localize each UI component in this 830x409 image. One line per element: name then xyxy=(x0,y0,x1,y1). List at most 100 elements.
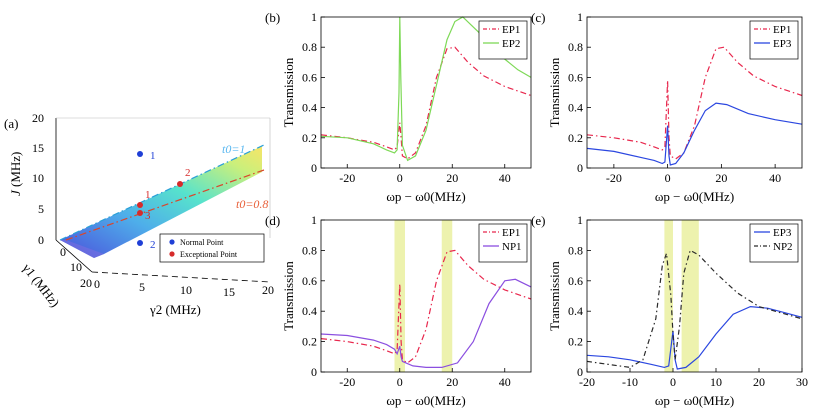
highlight-band xyxy=(664,220,673,372)
x-tick-label: 20 xyxy=(446,375,458,389)
y-tick-label: 0.6 xyxy=(568,70,583,84)
z-tick-label: 15 xyxy=(32,141,44,155)
gamma1-tick-label: 0 xyxy=(60,245,66,259)
y-tick-label: 0.8 xyxy=(568,40,583,54)
y-tick-label: 0.2 xyxy=(302,131,317,145)
x-tick-label: 40 xyxy=(769,171,781,185)
normal-point-1 xyxy=(137,151,143,157)
z-label-unit: (MHz) xyxy=(8,152,23,187)
gamma2-axis-label: γ2 (MHz) xyxy=(149,302,201,317)
z-tick-label: 0 xyxy=(38,233,44,247)
x-tick-label: -20 xyxy=(339,375,355,389)
legend-label: EP3 xyxy=(773,38,792,50)
gamma2-tick-label: 20 xyxy=(262,283,274,297)
y-tick-label: 1 xyxy=(311,213,317,227)
exceptional-point-1-label: 1 xyxy=(145,189,151,201)
plot-frame xyxy=(586,219,803,373)
y-tick-label: 0.8 xyxy=(302,40,317,54)
x-tick-label: 10 xyxy=(710,375,722,389)
exceptional-point-3-label: 3 xyxy=(145,210,151,222)
x-axis-label: ωp − ω0(MHz) xyxy=(386,189,465,204)
legend-normal-label: Normal Point xyxy=(180,238,224,247)
z-tick-label: 20 xyxy=(32,111,44,125)
gamma2-tick-label: 0 xyxy=(94,277,100,291)
y-tick-label: 0.4 xyxy=(568,304,583,318)
legend-normal-marker xyxy=(169,239,175,245)
y-axis-label: Transmission xyxy=(547,261,562,331)
legend-label: EP1 xyxy=(502,227,520,239)
y-tick-label: 0.6 xyxy=(302,70,317,84)
legend-frame xyxy=(749,223,799,263)
y-tick-label: 1 xyxy=(577,10,583,24)
curve-t0-0.8 xyxy=(65,169,265,241)
gamma1-axis-label: γ1 (MHz) xyxy=(19,260,63,310)
plot-frame xyxy=(586,16,803,169)
x-tick-label: 0 xyxy=(397,171,403,185)
legend-label: EP2 xyxy=(502,38,520,50)
panel-b: 0 0.2 0.4 0.6 0.8 1 -20 0 20 40 ωp − ω0(MHz) Transm… xyxy=(265,10,532,204)
legend-exceptional-marker xyxy=(169,251,175,257)
series-line-ep1 xyxy=(586,46,803,160)
y-tick-label: 1 xyxy=(311,10,317,24)
highlight-band xyxy=(441,220,453,372)
exceptional-point-3 xyxy=(137,210,143,216)
x-tick-label: 0 xyxy=(397,375,403,389)
panel-a: (a) 0 5 10 15 20 J (MHz) t0=1 t0=0.8 1 xyxy=(4,111,274,317)
exceptional-point-2-label: 2 xyxy=(185,167,191,179)
surface-lower-edge xyxy=(60,240,104,258)
y-tick-label: 0.2 xyxy=(302,335,317,349)
legend-frame xyxy=(749,20,799,60)
x-tick-label: 40 xyxy=(499,375,511,389)
legend-label: NP2 xyxy=(773,241,793,253)
gamma1-axis-line xyxy=(55,239,93,273)
y-tick-label: 0.4 xyxy=(302,101,317,115)
normal-point-2-label: 2 xyxy=(150,239,156,251)
y-tick-label: 0 xyxy=(577,365,583,379)
series-line-np2 xyxy=(586,249,803,369)
series-line-np1 xyxy=(320,278,532,368)
x-axis-label: ωp − ω0(MHz) xyxy=(386,393,465,408)
x-tick-label: 20 xyxy=(715,171,727,185)
x-tick-label: 30 xyxy=(796,375,808,389)
gamma2-tick-label: 5 xyxy=(139,280,145,294)
curve-t0-1 xyxy=(59,144,265,241)
legend-frame xyxy=(478,20,528,60)
z-tick-label: 10 xyxy=(32,171,44,185)
z-axis-label: J (MHz) xyxy=(8,152,23,196)
gamma1-tick-label: 10 xyxy=(70,260,82,274)
y-tick-label: 0.4 xyxy=(568,101,583,115)
y-axis-label: Transmission xyxy=(281,261,296,331)
series-line-ep1 xyxy=(320,46,532,160)
legend-label: EP1 xyxy=(773,24,791,36)
panel-label: (c) xyxy=(531,10,545,25)
y-tick-label: 1 xyxy=(577,213,583,227)
exceptional-point-1 xyxy=(137,202,143,208)
x-tick-label: -20 xyxy=(339,171,355,185)
gamma2-tick-label: 10 xyxy=(180,283,192,297)
y-tick-label: 0 xyxy=(311,161,317,175)
x-tick-label: -20 xyxy=(606,171,622,185)
z-tick-label: 5 xyxy=(38,202,44,216)
legend-frame xyxy=(159,233,265,263)
y-tick-label: 0 xyxy=(577,161,583,175)
panel-d: 0 0.2 0.4 0.6 0.8 1 -20 0 20 40 ωp − ω0(MHz) Transm… xyxy=(265,213,532,408)
legend-label: EP1 xyxy=(502,24,520,36)
y-tick-label: 0.4 xyxy=(302,304,317,318)
legend-frame xyxy=(478,223,528,263)
panel-e: 0 0.2 0.4 0.6 0.8 1 -20 -10 0 10 20 30 ωp − ω0(MHz) T… xyxy=(531,213,808,408)
normal-point-2 xyxy=(137,240,143,246)
panel-a-label: (a) xyxy=(4,116,18,131)
y-axis-label: Transmission xyxy=(281,57,296,127)
normal-point-1-label: 1 xyxy=(150,150,156,162)
legend-exceptional-label: Exceptional Point xyxy=(180,250,238,259)
y-tick-label: 0.6 xyxy=(302,274,317,288)
curve-label-t08: t0=0.8 xyxy=(236,197,268,211)
x-tick-label: 40 xyxy=(499,171,511,185)
y-tick-label: 0 xyxy=(311,365,317,379)
highlight-band xyxy=(681,220,699,372)
y-tick-label: 0.8 xyxy=(302,243,317,257)
x-tick-label: 20 xyxy=(446,171,458,185)
gamma1-tick-label: 20 xyxy=(80,276,92,290)
legend-label: EP3 xyxy=(773,227,792,239)
